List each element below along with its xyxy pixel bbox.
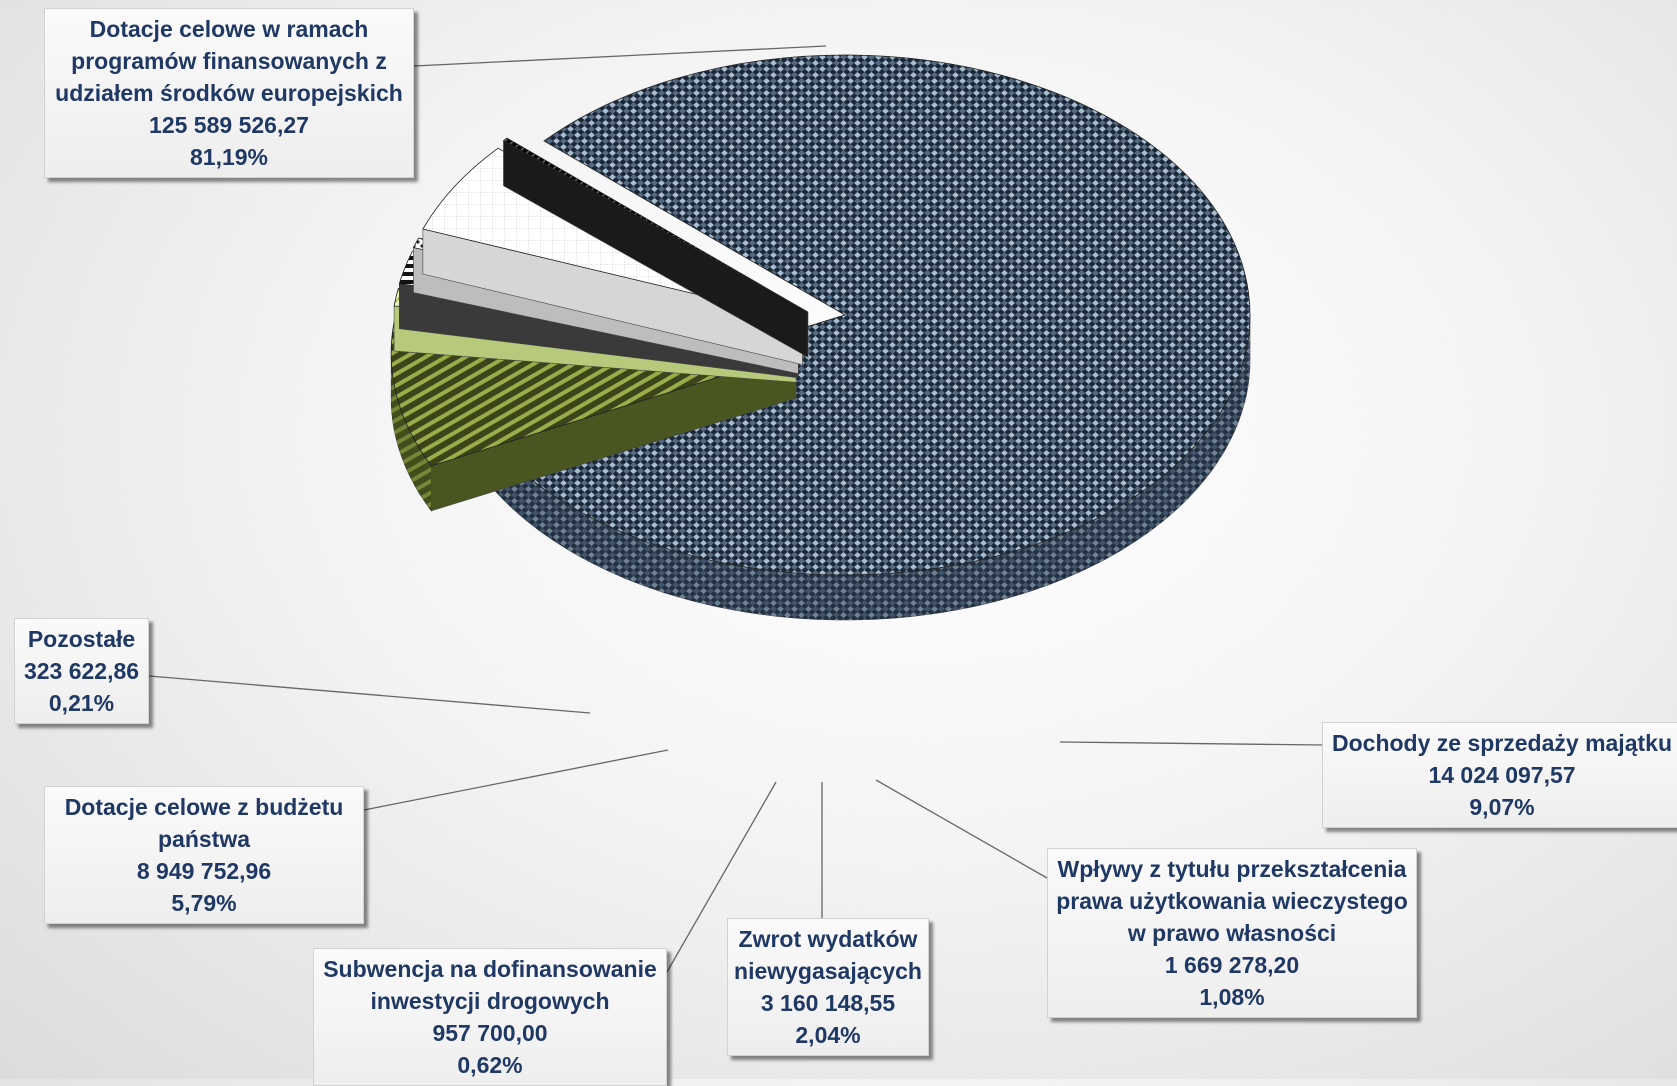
data-label-line: 0,62% <box>457 1052 523 1078</box>
data-label-line: Wpływy z tytułu przekształcenia <box>1057 856 1407 882</box>
data-label-line: 8 949 752,96 <box>136 858 272 884</box>
data-label-line: 0,21% <box>48 690 115 716</box>
data-label-line: Zwrot wydatków <box>738 926 918 952</box>
data-label-line: Subwencja na dofinansowanie <box>323 956 657 982</box>
leader-line-7 <box>148 675 591 714</box>
data-label-line: 1 669 278,20 <box>1164 952 1300 978</box>
data-label-line: 5,79% <box>171 890 237 916</box>
data-label-5: Subwencja na dofinansowanie inwestycji dr… <box>313 948 667 1086</box>
pie-slice-side-texture-1 <box>481 315 1250 620</box>
data-label-line: 2,04% <box>795 1022 861 1048</box>
data-label-line: 14 024 097,57 <box>1428 762 1576 788</box>
data-label-1: Dotacje celowe w ramach programów finanso… <box>44 8 414 178</box>
leader-lines <box>148 45 1323 973</box>
data-label-3: Wpływy z tytułu przekształcenia prawa uży… <box>1047 848 1417 1018</box>
leader-line-6 <box>363 749 669 811</box>
data-label-line: 3 160 148,55 <box>760 990 896 1016</box>
leader-line-1 <box>413 45 827 67</box>
data-label-2: Dochody ze sprzedaży majątku 14 024 097,5… <box>1322 722 1677 828</box>
leader-line-5 <box>666 781 777 973</box>
data-label-line: inwestycji drogowych <box>370 988 610 1014</box>
data-label-line: 957 700,00 <box>432 1020 548 1046</box>
data-label-line: w prawo własności <box>1127 920 1337 946</box>
pie-slice-7 <box>502 137 809 358</box>
pie-slice-top-1 <box>479 54 1251 576</box>
data-label-line: Pozostałe <box>27 626 136 652</box>
data-label-line: 81,19% <box>189 144 268 170</box>
data-label-line: Dotacje celowe z budżetu <box>64 794 344 820</box>
leader-line-3 <box>875 779 1048 879</box>
data-label-line: 125 589 526,27 <box>149 112 309 138</box>
data-label-7: Pozostałe 323 622,86 0,21% <box>14 618 149 724</box>
pie-slice-side-texture-2 <box>391 356 432 511</box>
pie-slices <box>390 54 1251 621</box>
data-label-line: Dotacje celowe w ramach <box>89 16 369 42</box>
data-label-line: udziałem środków europejskich <box>55 80 403 106</box>
data-label-line: programów finansowanych z <box>71 48 387 74</box>
data-label-line: 1,08% <box>1199 984 1265 1010</box>
data-label-line: niewygasających <box>734 958 922 984</box>
data-label-line: państwa <box>157 826 251 852</box>
data-label-6: Dotacje celowe z budżetu państwa 8 949 752… <box>44 786 364 924</box>
data-label-line: prawa użytkowania wieczystego <box>1056 888 1408 914</box>
data-label-4: Zwrot wydatków niewygasających 3 160 148,5… <box>727 918 929 1056</box>
data-label-line: 323 622,86 <box>23 658 140 684</box>
pie-slice-top-7 <box>502 137 809 313</box>
leader-line-2 <box>1059 741 1323 746</box>
data-label-line: 9,07% <box>1469 794 1535 820</box>
data-label-line: Dochody ze sprzedaży majątku <box>1332 730 1672 756</box>
